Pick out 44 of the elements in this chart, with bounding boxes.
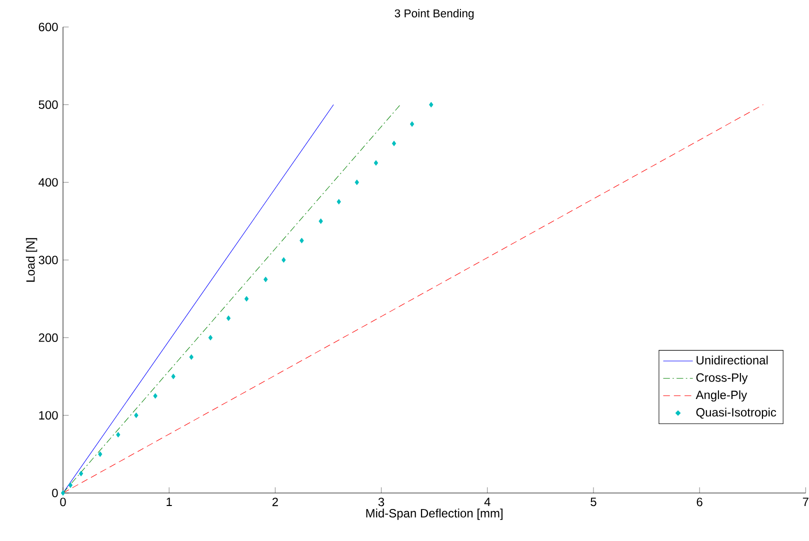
point [171, 374, 176, 380]
y-tick-label: 0 [52, 488, 58, 498]
y-axis-title: Load [N] [26, 238, 38, 282]
point [98, 451, 102, 457]
y-tick-label: 200 [38, 333, 58, 342]
point [410, 121, 414, 127]
legend-label: Quasi-Isotropic [696, 408, 776, 419]
point [153, 393, 158, 399]
point [116, 432, 120, 438]
legend-label: Cross-Ply [696, 373, 748, 384]
point [300, 238, 304, 244]
point [78, 470, 84, 476]
x-tick-label: 2 [272, 498, 278, 506]
y-tick-label: 300 [38, 256, 58, 264]
point [318, 218, 323, 224]
x-tick-label: 4 [484, 498, 490, 506]
point [134, 412, 138, 418]
x-tick-label: 3 [378, 498, 384, 506]
y-tick-label: 100 [39, 411, 58, 420]
x-tick-label: 7 [802, 498, 808, 506]
point [226, 316, 231, 321]
point [68, 482, 73, 488]
point [208, 334, 213, 340]
point [282, 257, 286, 263]
x-tick-label: 0 [60, 498, 66, 506]
point [264, 276, 268, 282]
point [60, 490, 66, 496]
x-tick-label: 1 [166, 498, 172, 506]
x-tick-label: 5 [590, 498, 596, 506]
point [336, 199, 341, 204]
point [189, 354, 194, 360]
legend-label: Unidirectional [696, 356, 768, 364]
x-axis-title: Mid-Span Deflection [mm] [366, 508, 502, 520]
point [244, 296, 249, 302]
y-tick-label: 500 [38, 100, 58, 109]
point [392, 140, 396, 146]
point [354, 180, 359, 185]
y-tick-label: 600 [38, 22, 58, 32]
y-tick-label: 400 [38, 178, 58, 187]
point [429, 102, 434, 108]
legend-label: Angle-Ply [696, 390, 748, 402]
x-tick-label: 6 [696, 498, 702, 506]
chart-title: 3 Point Bending [394, 9, 474, 20]
point [374, 160, 378, 166]
